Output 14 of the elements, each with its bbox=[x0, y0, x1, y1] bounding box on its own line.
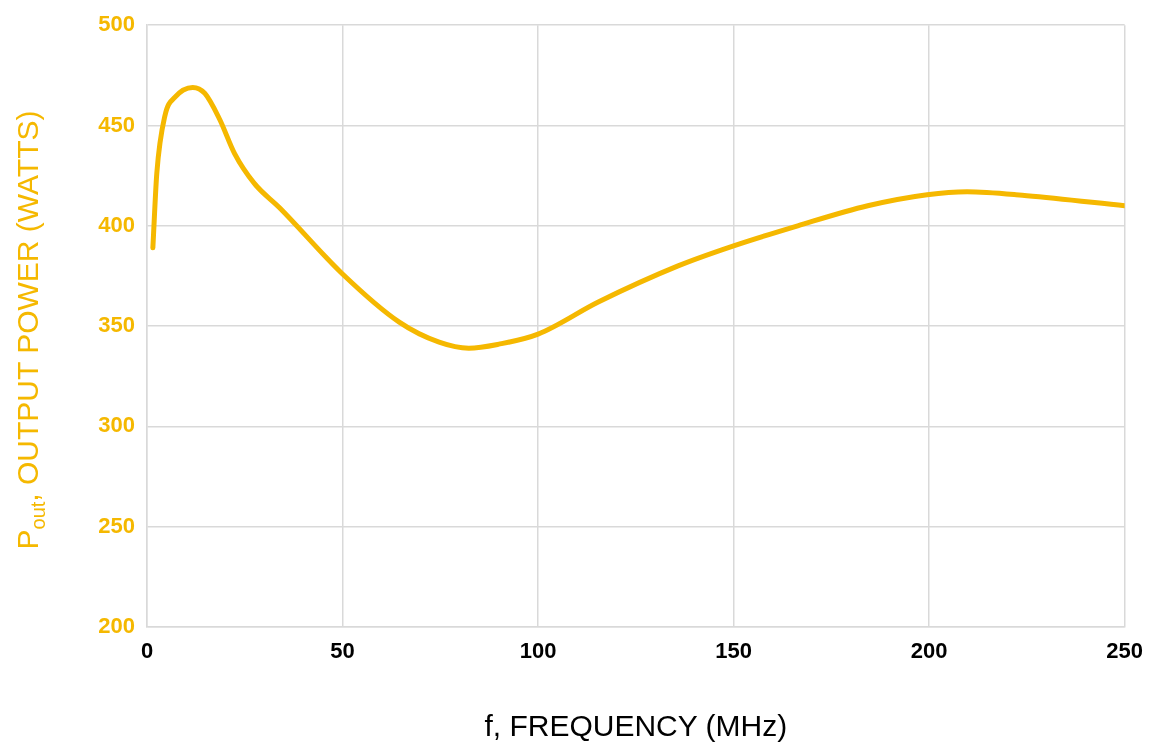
y-tick-label: 400 bbox=[98, 211, 135, 237]
y-tick-label: 450 bbox=[98, 111, 135, 137]
x-tick-label: 50 bbox=[330, 638, 355, 664]
y-tick-label: 300 bbox=[98, 412, 135, 438]
x-axis-title: f, FREQUENCY (MHz) bbox=[484, 709, 788, 743]
y-tick-label: 500 bbox=[98, 11, 135, 37]
y-tick-label: 250 bbox=[98, 512, 135, 538]
y-tick-label: 200 bbox=[98, 613, 135, 639]
x-tick-label: 250 bbox=[1106, 638, 1144, 664]
x-tick-label: 200 bbox=[910, 638, 948, 664]
x-tick-label: 150 bbox=[715, 638, 752, 664]
y-tick-label: 350 bbox=[98, 312, 135, 338]
x-tick-label: 0 bbox=[140, 638, 154, 664]
x-tick-label: 100 bbox=[519, 638, 557, 664]
